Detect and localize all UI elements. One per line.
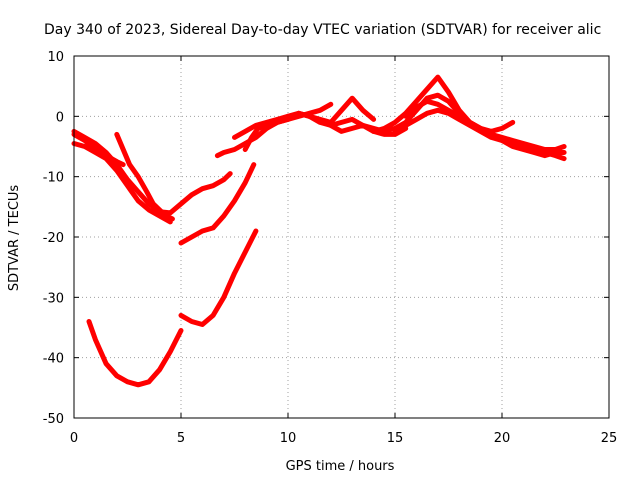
- y-tick-label: -40: [43, 352, 64, 367]
- x-tick-label: 10: [280, 431, 297, 446]
- x-tick-label: 20: [494, 431, 511, 446]
- y-tick-label: -10: [43, 171, 64, 186]
- y-axis-label: SDTVAR / TECUs: [7, 185, 22, 292]
- series-line-track-5: [86, 319, 184, 388]
- x-axis-label: GPS time / hours: [286, 459, 395, 474]
- y-tick-label: -30: [43, 291, 64, 306]
- y-tick-label: -50: [43, 412, 64, 427]
- series-line-track-8: [214, 101, 334, 159]
- series-line-track-17: [403, 98, 567, 159]
- series-line-track-3: [71, 131, 126, 168]
- y-tick-label: 0: [56, 110, 64, 125]
- series-line-track-4: [114, 131, 175, 222]
- axis-ticks: 0 5 10 15 20 25 10 0 -10 -20 -30 -40 -50: [43, 50, 618, 446]
- series-line-track-14: [371, 74, 516, 134]
- series-line-track-16: [392, 107, 567, 162]
- data-series: [71, 74, 567, 388]
- x-tick-label: 15: [387, 431, 404, 446]
- x-tick-label: 25: [601, 431, 618, 446]
- y-tick-label: 10: [47, 50, 64, 65]
- chart-title: Day 340 of 2023, Sidereal Day-to-day VTE…: [44, 22, 601, 38]
- series-line-track-6: [178, 228, 259, 327]
- x-tick-label: 0: [70, 431, 78, 446]
- x-tick-label: 5: [177, 431, 185, 446]
- series-line-track-10: [232, 113, 291, 140]
- series-line-track-13: [328, 122, 409, 137]
- series-line-track-12: [306, 95, 377, 125]
- series-line-track-7: [178, 162, 257, 246]
- y-tick-label: -20: [43, 231, 64, 246]
- series-line-track-2: [71, 141, 173, 225]
